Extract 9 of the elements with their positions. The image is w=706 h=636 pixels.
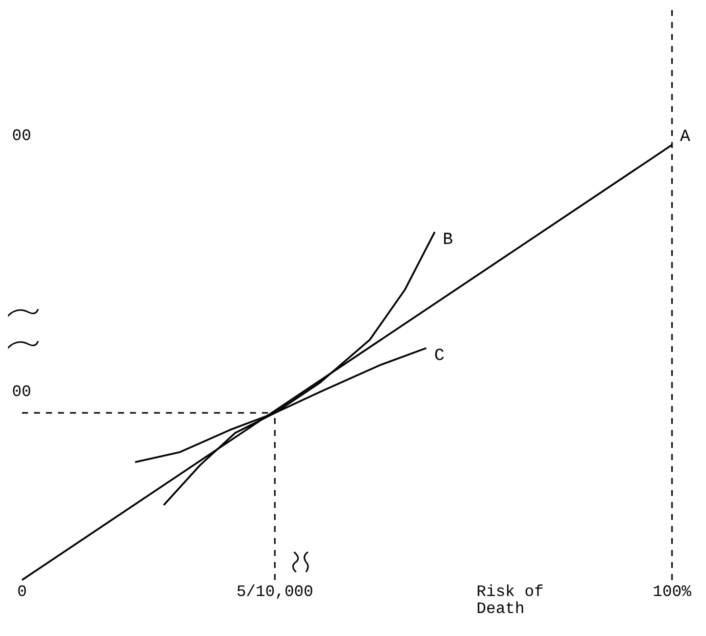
series-label: A: [680, 128, 691, 147]
series-label: B: [442, 230, 453, 250]
x-axis-title: Risk of Death: [476, 583, 544, 618]
x-tick-label: 5/10,000: [236, 583, 314, 601]
x-tick-label: 0: [17, 583, 27, 601]
annotation: 00: [12, 127, 32, 145]
x-tick-label: 100%: [652, 583, 692, 601]
series-label: C: [434, 347, 445, 366]
annotation: 00: [12, 383, 32, 401]
